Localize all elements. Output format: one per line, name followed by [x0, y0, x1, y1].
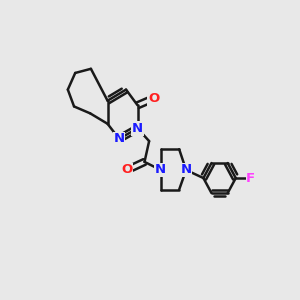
- Text: O: O: [122, 164, 133, 176]
- Text: O: O: [148, 92, 159, 105]
- Text: F: F: [246, 172, 255, 184]
- Text: N: N: [113, 132, 125, 145]
- Text: N: N: [132, 122, 143, 135]
- Text: N: N: [155, 164, 166, 176]
- Text: N: N: [181, 164, 192, 176]
